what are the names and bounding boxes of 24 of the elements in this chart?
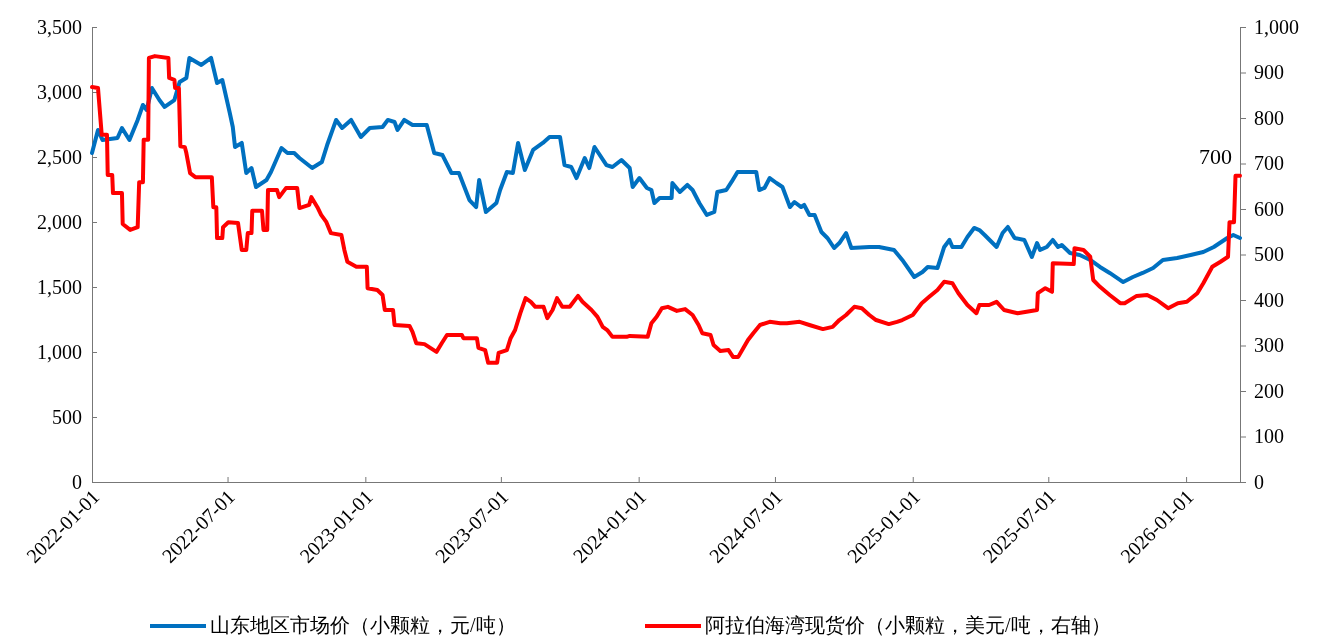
y2-tick-label: 1,000 [1254, 15, 1299, 38]
y-tick-label: 1,000 [37, 340, 82, 363]
y2-tick-label: 700 [1254, 152, 1284, 175]
y-tick-label: 2,500 [37, 145, 82, 168]
line-series [90, 55, 1242, 285]
y-tick-label: 2,000 [37, 210, 82, 233]
y2-tick-label: 900 [1254, 61, 1284, 84]
y2-tick-label: 100 [1254, 425, 1284, 448]
y2-tick-label: 500 [1254, 243, 1284, 266]
y2-tick-label: 800 [1254, 106, 1284, 129]
legend-label: 阿拉伯海湾现货价（小颗粒，美元/吨，右轴） [705, 614, 1111, 636]
y-tick-label: 1,500 [37, 275, 82, 298]
y-tick-label: 3,500 [37, 15, 82, 38]
line-series [90, 54, 1242, 365]
y2-tick-label: 400 [1254, 288, 1284, 311]
y2-tick-label: 300 [1254, 334, 1284, 357]
y2-tick-label: 200 [1254, 379, 1284, 402]
legend-label: 山东地区市场价（小颗粒，元/吨） [210, 614, 516, 636]
annotation: 700 [1199, 143, 1232, 169]
y2-tick-label: 0 [1254, 470, 1264, 493]
y-tick-label: 0 [72, 470, 82, 493]
y2-tick-label: 600 [1254, 197, 1284, 220]
y-tick-label: 3,000 [37, 80, 82, 103]
y-tick-label: 500 [52, 405, 82, 428]
